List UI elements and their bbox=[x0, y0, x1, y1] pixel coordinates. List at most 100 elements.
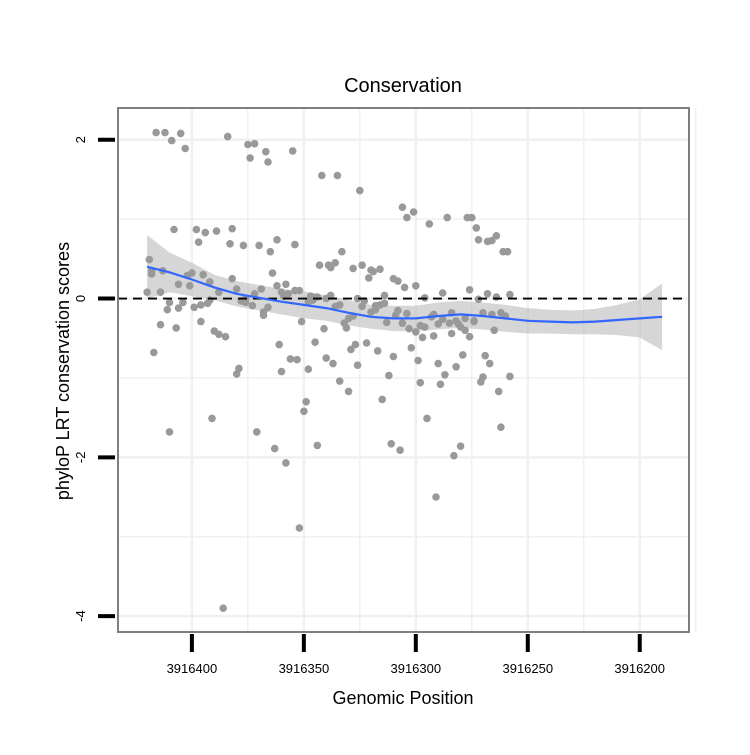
data-point bbox=[273, 236, 281, 244]
data-point bbox=[197, 317, 205, 326]
data-point bbox=[429, 332, 438, 340]
x-axis: 3916400 3916350 3916300 3916250 3916200 bbox=[167, 634, 665, 676]
data-point bbox=[304, 297, 313, 306]
data-point bbox=[497, 423, 505, 432]
data-point bbox=[185, 282, 194, 290]
data-point bbox=[275, 340, 284, 349]
data-point bbox=[284, 290, 293, 298]
data-point bbox=[288, 147, 297, 155]
data-point bbox=[156, 288, 165, 297]
data-point bbox=[479, 309, 487, 317]
data-point bbox=[492, 293, 501, 301]
data-point bbox=[291, 240, 299, 249]
data-point bbox=[362, 339, 371, 347]
data-point bbox=[353, 294, 362, 303]
chart-title: Conservation bbox=[344, 75, 462, 97]
data-point bbox=[488, 236, 496, 245]
data-point bbox=[199, 270, 207, 279]
data-point bbox=[232, 285, 241, 293]
data-point bbox=[246, 154, 254, 162]
data-point bbox=[481, 351, 490, 360]
data-point bbox=[396, 446, 404, 455]
data-point bbox=[373, 347, 382, 355]
data-point bbox=[459, 351, 467, 359]
data-point bbox=[380, 291, 389, 300]
data-point bbox=[167, 136, 176, 145]
data-point bbox=[194, 238, 203, 246]
data-point bbox=[223, 132, 232, 141]
data-point bbox=[387, 440, 396, 448]
data-point bbox=[485, 359, 494, 368]
data-point bbox=[226, 240, 234, 248]
data-point bbox=[347, 345, 355, 354]
data-point bbox=[400, 283, 409, 292]
data-point bbox=[351, 340, 360, 349]
data-point bbox=[421, 323, 429, 331]
data-point bbox=[358, 261, 366, 270]
data-point bbox=[255, 241, 263, 250]
data-point bbox=[163, 305, 172, 314]
x-tick-label: 3916400 bbox=[167, 661, 218, 676]
data-point bbox=[353, 361, 362, 370]
y-tick-label: 2 bbox=[73, 136, 88, 143]
y-tick-label: -2 bbox=[73, 452, 88, 464]
data-point bbox=[190, 303, 198, 312]
data-point bbox=[438, 315, 447, 324]
data-point bbox=[302, 398, 310, 406]
data-point bbox=[174, 280, 183, 289]
data-point bbox=[270, 444, 279, 453]
data-point bbox=[320, 324, 328, 333]
data-point bbox=[412, 282, 420, 290]
data-point bbox=[403, 213, 411, 222]
x-tick-label: 3916350 bbox=[279, 661, 330, 676]
data-point bbox=[297, 317, 306, 326]
panel-frame bbox=[117, 107, 690, 633]
data-point bbox=[228, 224, 236, 233]
data-point bbox=[376, 265, 384, 274]
data-point bbox=[342, 324, 351, 332]
data-point bbox=[483, 290, 492, 298]
data-point bbox=[470, 317, 478, 326]
data-point bbox=[331, 302, 340, 311]
data-point bbox=[282, 459, 290, 467]
data-point bbox=[259, 311, 268, 320]
panel-background bbox=[118, 108, 689, 632]
data-point bbox=[398, 319, 407, 328]
data-point bbox=[344, 387, 353, 396]
data-point bbox=[152, 128, 160, 137]
data-point bbox=[385, 371, 393, 380]
data-point bbox=[286, 355, 295, 363]
data-point bbox=[315, 261, 324, 270]
data-point bbox=[369, 267, 378, 276]
data-point bbox=[378, 395, 387, 404]
data-point bbox=[452, 363, 460, 371]
data-point bbox=[244, 140, 252, 149]
data-point bbox=[228, 274, 236, 283]
data-point bbox=[494, 387, 503, 396]
data-point bbox=[313, 441, 322, 450]
data-point bbox=[262, 147, 270, 156]
data-point bbox=[456, 442, 465, 451]
data-point bbox=[456, 323, 465, 331]
data-point bbox=[145, 255, 154, 264]
data-point bbox=[221, 332, 230, 341]
data-point bbox=[201, 228, 210, 237]
data-point bbox=[403, 309, 411, 318]
data-point bbox=[304, 365, 313, 374]
data-point bbox=[300, 407, 308, 416]
data-point bbox=[344, 314, 353, 323]
data-point bbox=[412, 328, 420, 336]
data-point bbox=[338, 247, 346, 256]
data-point bbox=[208, 414, 216, 423]
data-point bbox=[465, 332, 474, 341]
data-point bbox=[447, 329, 456, 338]
data-point bbox=[277, 367, 286, 376]
data-point bbox=[268, 269, 277, 277]
data-point bbox=[445, 319, 454, 328]
data-point bbox=[248, 301, 257, 310]
data-point bbox=[468, 213, 476, 222]
data-point bbox=[219, 604, 227, 612]
data-point bbox=[277, 288, 286, 297]
data-point bbox=[461, 314, 469, 323]
